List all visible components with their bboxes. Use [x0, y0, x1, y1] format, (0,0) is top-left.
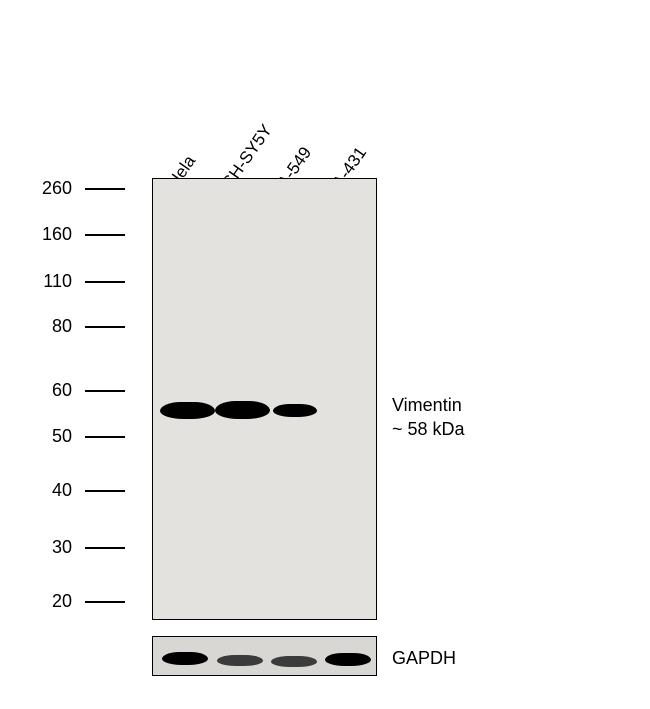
- band-gapdh: [217, 655, 263, 666]
- target-mw: ~ 58 kDa: [392, 419, 465, 439]
- ladder-tick: [85, 234, 125, 236]
- ladder-tick: [85, 188, 125, 190]
- ladder-label: 40: [32, 480, 72, 501]
- ladder-tick: [85, 326, 125, 328]
- band-gapdh: [271, 656, 317, 667]
- ladder-label: 20: [32, 591, 72, 612]
- target-protein-label: Vimentin ~ 58 kDa: [392, 393, 465, 442]
- band-vimentin: [160, 402, 215, 419]
- band-gapdh: [162, 652, 208, 665]
- ladder-tick: [85, 601, 125, 603]
- band-vimentin: [215, 401, 270, 419]
- loading-control-label: GAPDH: [392, 648, 456, 669]
- western-blot-figure: 260 160 110 80 60 50 40 30 20 Hela SH-SY…: [0, 0, 650, 709]
- main-blot-membrane: [152, 178, 377, 620]
- ladder-label: 50: [32, 426, 72, 447]
- band-gapdh: [325, 653, 371, 666]
- band-vimentin: [273, 404, 317, 417]
- ladder-label: 80: [32, 316, 72, 337]
- ladder-label: 160: [32, 224, 72, 245]
- ladder-label: 110: [32, 271, 72, 292]
- ladder-label: 60: [32, 380, 72, 401]
- ladder-label: 260: [32, 178, 72, 199]
- ladder-tick: [85, 490, 125, 492]
- ladder-tick: [85, 281, 125, 283]
- ladder-tick: [85, 436, 125, 438]
- ladder-tick: [85, 390, 125, 392]
- ladder-tick: [85, 547, 125, 549]
- target-name: Vimentin: [392, 395, 462, 415]
- ladder-label: 30: [32, 537, 72, 558]
